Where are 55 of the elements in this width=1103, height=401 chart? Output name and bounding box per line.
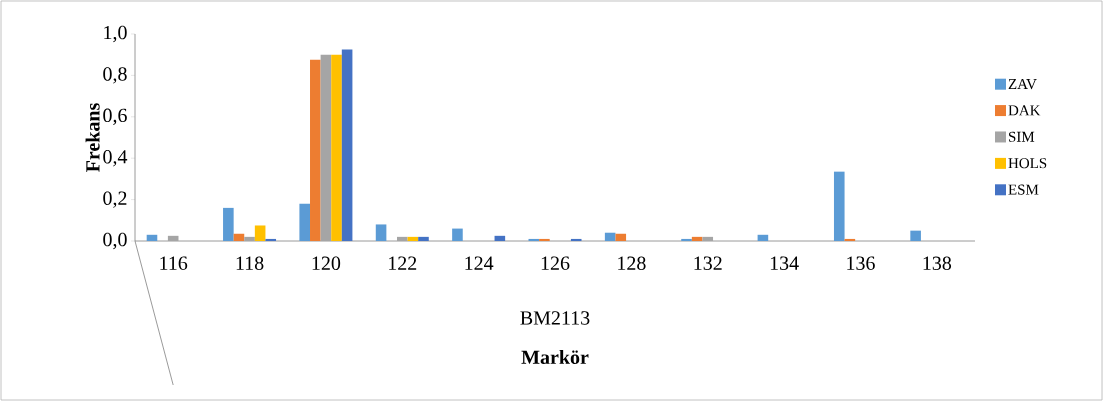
bar bbox=[452, 228, 463, 241]
bar bbox=[691, 236, 703, 241]
text: BM2113 bbox=[520, 311, 590, 325]
bar bbox=[375, 224, 387, 241]
x-tick-label: 122 bbox=[389, 256, 417, 270]
x-tick-label: 138 bbox=[923, 256, 952, 271]
bar bbox=[299, 203, 311, 241]
y-tick-label: 0,6 bbox=[103, 108, 127, 125]
bar bbox=[320, 54, 332, 241]
bar bbox=[233, 233, 245, 241]
bar bbox=[407, 236, 419, 241]
y-tick-label: 0,2 bbox=[103, 191, 127, 208]
x-tick-label: 126 bbox=[541, 256, 570, 270]
bar bbox=[265, 238, 277, 241]
bar bbox=[539, 238, 550, 241]
bar bbox=[833, 171, 845, 241]
legend-label: SIM bbox=[1009, 131, 1035, 142]
x-tick-label: 124 bbox=[465, 256, 494, 270]
bar bbox=[528, 238, 540, 241]
bar bbox=[494, 235, 506, 241]
bar bbox=[331, 54, 342, 241]
bar bbox=[310, 59, 321, 241]
x-tick-label: 118 bbox=[236, 256, 264, 271]
bar bbox=[223, 207, 234, 241]
x-axis-title: Markör bbox=[521, 349, 589, 365]
bar bbox=[757, 234, 769, 241]
legend-label: ZAV bbox=[1008, 78, 1037, 90]
x-tick-label: 136 bbox=[847, 256, 875, 270]
bar bbox=[167, 235, 179, 241]
x-tick-label: 116 bbox=[160, 256, 188, 270]
bar bbox=[341, 49, 353, 241]
bar bbox=[681, 238, 692, 241]
x-tick-label: 128 bbox=[618, 256, 646, 271]
bar bbox=[910, 230, 921, 241]
x-tick-label: 132 bbox=[694, 256, 722, 270]
bar bbox=[396, 236, 408, 241]
y-tick-label: 0,0 bbox=[103, 232, 127, 250]
legend-label: HOLS bbox=[1008, 158, 1047, 169]
x-tick-label: 134 bbox=[770, 256, 799, 270]
x-tick-label: 120 bbox=[312, 256, 341, 271]
bar bbox=[244, 236, 255, 241]
bar bbox=[570, 238, 582, 241]
bar bbox=[615, 233, 627, 241]
y-tick-label: 0,4 bbox=[103, 150, 128, 167]
legend-label: DAK bbox=[1008, 105, 1041, 116]
bar bbox=[702, 236, 714, 241]
bar bbox=[146, 234, 158, 241]
bar bbox=[604, 232, 616, 241]
y-tick-label: 0,8 bbox=[103, 67, 127, 84]
y-axis-title: Frekans bbox=[85, 103, 100, 172]
bar bbox=[844, 238, 856, 241]
bar bbox=[254, 225, 266, 241]
bar bbox=[418, 236, 429, 241]
y-tick-label: 1,0 bbox=[104, 25, 127, 43]
legend-label: ESM bbox=[1008, 184, 1039, 195]
